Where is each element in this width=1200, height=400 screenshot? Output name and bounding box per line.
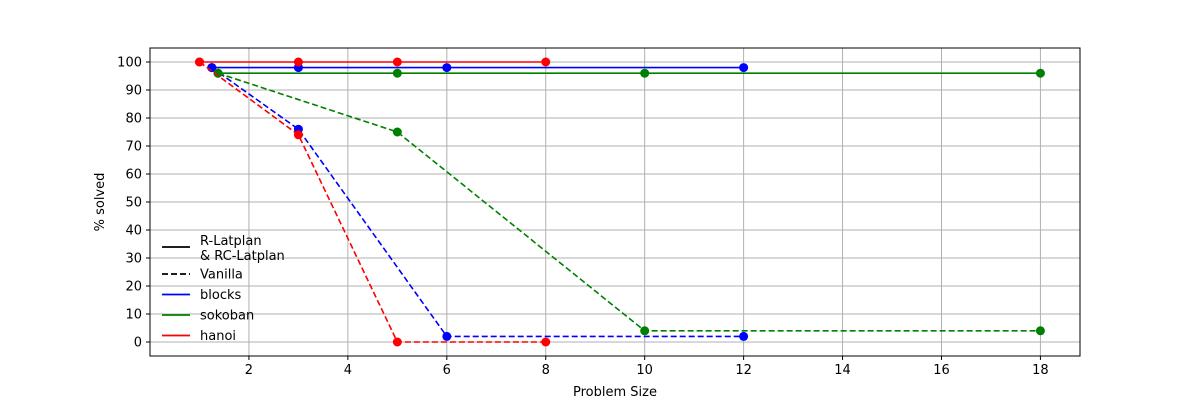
y-tick-label: 90 [125,84,142,99]
y-tick-label: 100 [117,56,142,71]
data-point-sokoban-r-latplan [392,68,402,78]
data-point-blocks-vanilla [739,331,749,341]
series-line-hanoi-vanilla [198,61,546,343]
x-axis-label: Problem Size [573,385,657,400]
series-hanoi-r-latplan [194,57,551,67]
legend-label: blocks [200,288,241,303]
data-point-hanoi-vanilla [293,130,303,140]
y-tick-label: 30 [125,252,142,267]
x-tick-label: 4 [344,363,352,378]
data-point-hanoi-vanilla [541,337,551,347]
series-layer [194,57,1045,347]
data-point-hanoi-r-latplan [541,57,551,67]
x-tick-label: 8 [542,363,550,378]
data-point-hanoi-r-latplan [293,57,303,67]
legend-item: hanoi [162,329,236,344]
data-point-blocks-vanilla [442,331,452,341]
x-tick-label: 2 [245,363,253,378]
data-point-sokoban-r-latplan [640,68,650,78]
series-line-sokoban-vanilla [217,72,1041,332]
y-tick-label: 70 [125,140,142,155]
y-tick-label: 80 [125,112,142,127]
y-tick-label: 10 [125,308,142,323]
y-tick-label: 20 [125,280,142,295]
y-axis-label: % solved [93,173,108,232]
legend-item: R-Latplan & RC-Latplan [162,234,285,264]
data-point-blocks-r-latplan [739,63,749,73]
legend: R-Latplan & RC-Latplan Vanilla blocks sokoba… [162,234,285,344]
x-tick-label: 16 [933,363,950,378]
grid [150,48,1080,356]
data-point-hanoi-vanilla [392,337,402,347]
series-blocks-vanilla [207,63,749,341]
data-point-sokoban-vanilla [392,127,402,137]
legend-label: Vanilla [200,268,243,283]
legend-item: blocks [162,288,241,303]
axis-ticks: 2 4 6 8 10 12 14 16 18 0 10 20 30 40 50 60 70 80 90 100 [117,56,1049,379]
data-point-sokoban-r-latplan [1035,68,1045,78]
x-tick-label: 6 [443,363,451,378]
series-sokoban-r-latplan [213,68,1045,78]
x-tick-label: 12 [735,363,752,378]
y-tick-label: 60 [125,168,142,183]
data-point-hanoi-vanilla [194,57,204,67]
legend-item: sokoban [162,309,254,324]
series-hanoi-vanilla [194,57,551,347]
legend-label: hanoi [200,329,236,344]
x-tick-label: 18 [1032,363,1049,378]
y-tick-label: 50 [125,196,142,211]
data-point-sokoban-vanilla [213,68,223,78]
series-blocks-r-latplan [207,63,749,73]
data-point-sokoban-vanilla [1035,326,1045,336]
y-tick-label: 40 [125,224,142,239]
legend-label: R-Latplan & RC-Latplan [200,234,285,264]
legend-item: Vanilla [162,268,243,283]
data-point-sokoban-vanilla [640,326,650,336]
data-point-blocks-r-latplan [442,63,452,73]
legend-label: sokoban [200,309,254,324]
series-line-blocks-vanilla [211,66,744,338]
data-point-hanoi-r-latplan [392,57,402,67]
series-sokoban-vanilla [213,68,1045,336]
x-tick-label: 10 [636,363,653,378]
y-tick-label: 0 [134,336,142,351]
x-tick-label: 14 [834,363,851,378]
